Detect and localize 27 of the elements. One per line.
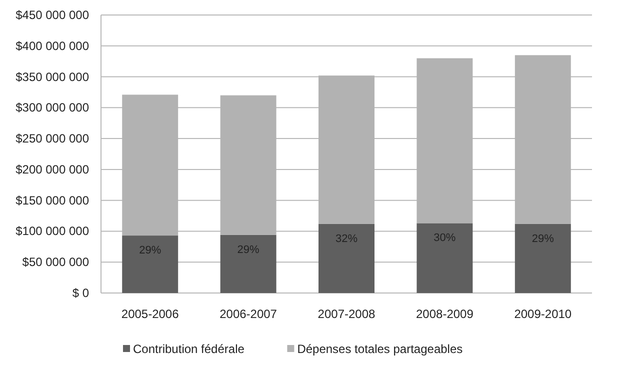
bar — [416, 223, 473, 293]
bar — [122, 236, 178, 293]
bar — [220, 234, 276, 293]
annotation: 29% — [532, 232, 554, 245]
y-tick-label: $350 000 000 — [16, 70, 90, 84]
x-tick-label: 2008-2009 — [416, 307, 474, 321]
y-tick-label: $ 0 — [72, 286, 90, 300]
bar — [514, 224, 571, 293]
y-tick-label: $250 000 000 — [16, 132, 90, 146]
y-tick-label: $150 000 000 — [16, 193, 90, 208]
y-tick-label: $100 000 000 — [16, 224, 90, 238]
y-tick-label: $300 000 000 — [16, 100, 90, 115]
annotation: 29% — [139, 244, 162, 257]
y-tick-label: $450 000 000 — [16, 8, 90, 22]
y-tick-label: $50 000 000 — [22, 255, 90, 270]
x-tick-label: 2007-2008 — [318, 307, 376, 321]
bar — [318, 224, 374, 293]
annotation: 32% — [335, 232, 358, 245]
x-tick-label: 2005-2006 — [121, 307, 180, 321]
y-tick-label: $400 000 000 — [16, 38, 90, 53]
legend-label: Contribution fédérale — [133, 342, 245, 356]
x-tick-label: 2009-2010 — [514, 307, 572, 321]
annotation: 29% — [237, 244, 260, 256]
x-tick-label: 2006-2007 — [220, 307, 278, 321]
y-tick-label: $200 000 000 — [16, 162, 90, 176]
annotation: 30% — [434, 232, 456, 244]
legend-label: Dépenses totales partageables — [297, 342, 463, 356]
